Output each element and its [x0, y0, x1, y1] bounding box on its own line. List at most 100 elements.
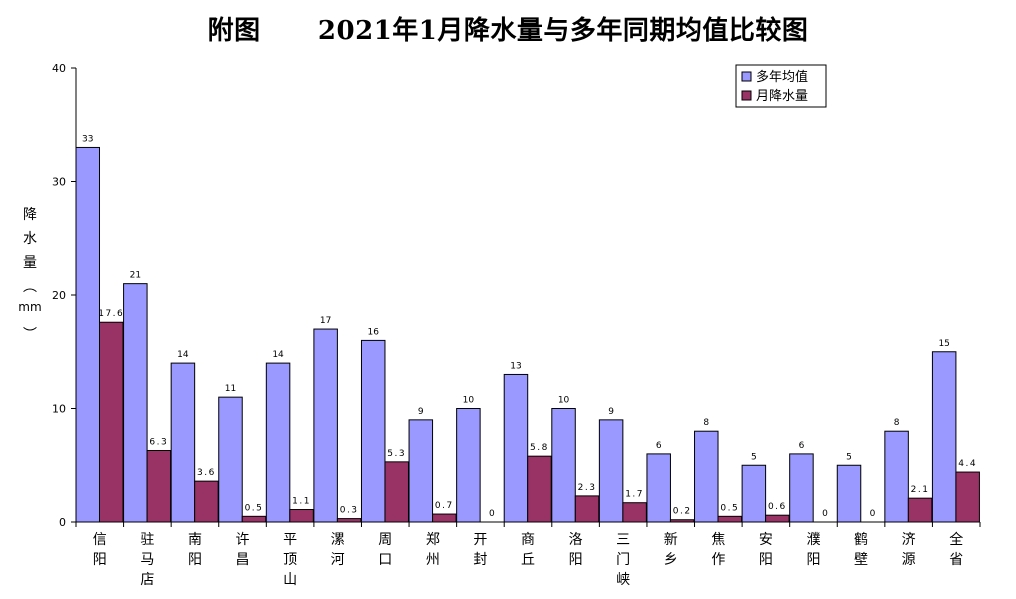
data-label: 0.5 — [720, 503, 739, 513]
data-label: 8 — [894, 418, 900, 428]
bar-average — [123, 283, 148, 523]
data-label: 6.3 — [149, 437, 168, 447]
data-label: 16 — [367, 327, 379, 337]
data-label: 0.6 — [768, 502, 787, 512]
data-label: 6 — [799, 441, 805, 451]
bar-monthly — [241, 515, 267, 523]
y-tick-label: 0 — [59, 516, 66, 529]
x-tick-label: 平顶山 — [283, 532, 297, 588]
x-tick-label: 驻马店 — [140, 532, 154, 588]
bar-average — [75, 146, 100, 523]
bar-average — [741, 464, 767, 523]
x-tick-label: 漯河 — [331, 532, 345, 568]
data-label: 21 — [130, 271, 141, 281]
y-axis-label-char: mm — [18, 300, 42, 314]
legend-label: 月降水量 — [756, 89, 808, 104]
data-label: 5.3 — [387, 449, 406, 459]
bar-average — [836, 464, 862, 523]
data-label: 17.6 — [98, 309, 124, 319]
bar-monthly — [194, 480, 219, 523]
bar-average — [598, 419, 624, 523]
x-tick-label: 三门峡 — [616, 532, 630, 588]
x-tick-label: 郑州 — [426, 532, 440, 568]
data-label: 0.7 — [435, 501, 454, 511]
data-label: 4.4 — [958, 459, 977, 469]
data-label: 0 — [870, 509, 876, 519]
data-label: 8 — [703, 418, 709, 428]
bar-average — [551, 408, 576, 523]
y-tick-label: 30 — [52, 176, 66, 189]
data-label: 1.1 — [292, 497, 311, 507]
data-label: 6 — [656, 441, 662, 451]
legend-swatch — [741, 71, 752, 82]
bar-monthly — [432, 513, 457, 523]
data-label: 9 — [418, 407, 424, 417]
x-tick-label: 濮阳 — [806, 532, 820, 568]
bar-monthly — [955, 471, 980, 523]
bar-monthly — [384, 461, 409, 523]
y-axis-label-char: ︵ — [23, 279, 37, 295]
y-tick-label: 40 — [52, 62, 66, 75]
data-label: 13 — [510, 361, 521, 371]
x-tick-label: 开封 — [473, 532, 487, 568]
y-tick-label: 20 — [52, 289, 66, 302]
data-label: 0.5 — [245, 503, 264, 513]
y-tick-label: 10 — [52, 403, 66, 416]
bar-monthly — [527, 455, 552, 523]
bar-average — [456, 408, 481, 523]
data-label: 14 — [272, 350, 284, 360]
bar-average — [884, 430, 909, 523]
x-tick-label: 许昌 — [236, 532, 250, 568]
data-label: 2.3 — [578, 483, 597, 493]
bar-monthly — [99, 321, 124, 523]
bar-average — [408, 419, 434, 523]
data-label: 5 — [846, 452, 852, 462]
bar-average — [503, 373, 529, 523]
x-tick-label: 济源 — [902, 532, 916, 568]
bar-average — [931, 351, 957, 523]
x-tick-label: 新乡 — [664, 532, 678, 568]
bar-monthly — [336, 518, 362, 523]
data-label: 0.3 — [340, 506, 359, 516]
chart-title: 附图 2021年1月降水量与多年同期均值比较图 — [207, 16, 809, 46]
data-label: 0 — [489, 509, 495, 519]
x-tick-label: 周口 — [378, 532, 392, 568]
bar-average — [360, 339, 386, 523]
data-label: 11 — [225, 384, 236, 394]
x-tick-label: 焦作 — [711, 532, 725, 568]
data-label: 0 — [822, 509, 828, 519]
data-label: 3.6 — [197, 468, 216, 478]
data-label: 17 — [320, 316, 331, 326]
y-axis-label-char: 降 — [23, 207, 37, 223]
bar-monthly — [574, 495, 600, 523]
bar-average — [694, 430, 719, 523]
bar-monthly — [907, 497, 933, 523]
x-tick-label: 商丘 — [521, 532, 535, 568]
bar-monthly — [717, 515, 743, 523]
bar-monthly — [765, 514, 790, 523]
bar-average — [265, 362, 291, 523]
data-label: 9 — [608, 407, 614, 417]
bar-average — [313, 328, 338, 523]
y-axis-label-char: 水 — [23, 231, 37, 247]
data-label: 15 — [938, 339, 949, 349]
y-axis-label-char: 量 — [23, 255, 37, 271]
data-label: 5 — [751, 452, 757, 462]
data-label: 33 — [82, 134, 93, 144]
x-tick-label: 洛阳 — [569, 532, 583, 568]
data-label: 1.7 — [625, 490, 644, 500]
bar-average — [218, 396, 243, 523]
bar-average — [646, 453, 671, 523]
legend-label: 多年均值 — [756, 69, 808, 85]
data-label: 5.8 — [530, 443, 549, 453]
x-tick-label: 信阳 — [93, 532, 107, 568]
bar-average — [789, 453, 814, 523]
data-label: 10 — [463, 396, 475, 406]
x-tick-label: 安阳 — [759, 532, 773, 568]
bar-monthly — [289, 509, 314, 523]
data-label: 10 — [558, 396, 570, 406]
bar-monthly — [146, 449, 172, 523]
data-label: 14 — [177, 350, 189, 360]
x-tick-label: 南阳 — [188, 532, 202, 568]
x-tick-label: 全省 — [949, 531, 963, 568]
